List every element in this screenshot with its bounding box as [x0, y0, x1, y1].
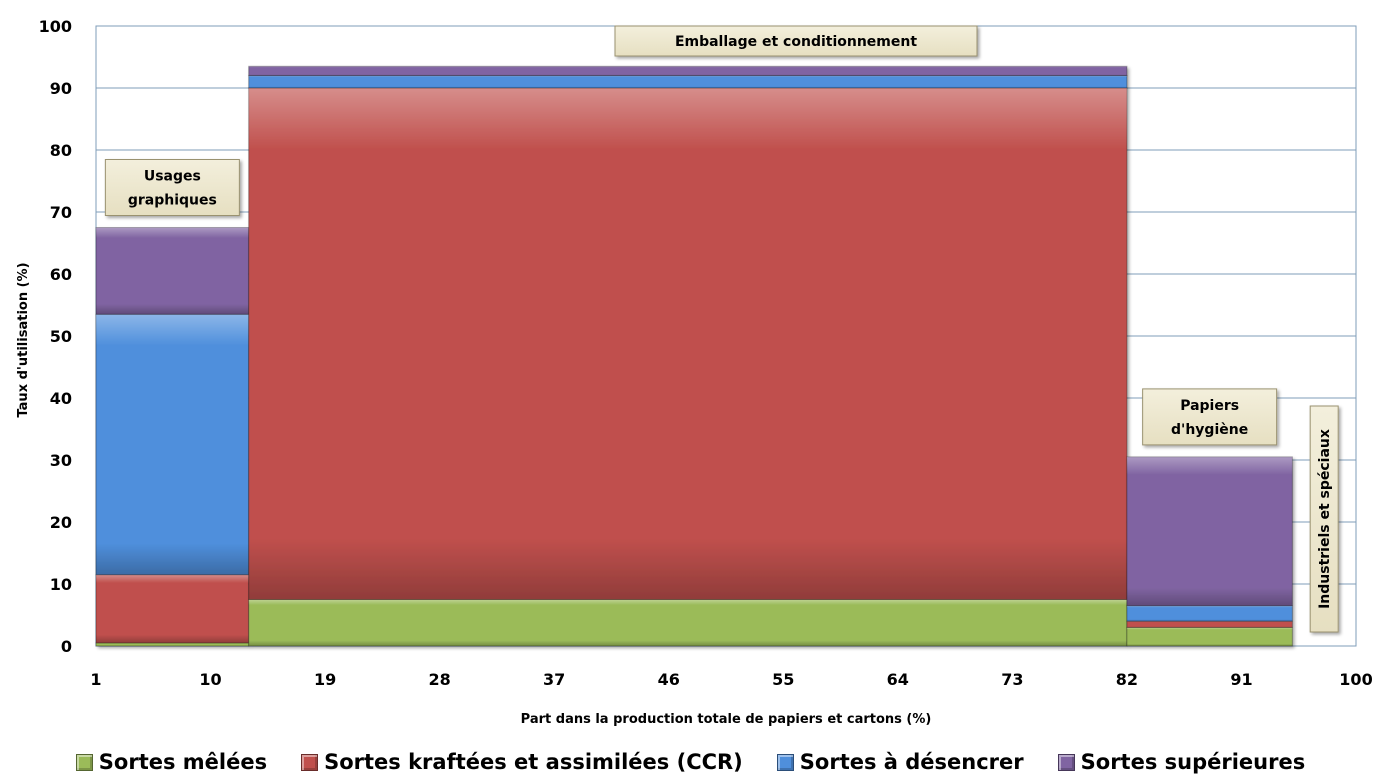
category-label-box [614, 25, 978, 57]
legend-label: Sortes supérieures [1080, 750, 1306, 774]
category-label-text: Usages graphiques [128, 169, 217, 209]
bar-segment-bevel [248, 66, 1127, 76]
legend-swatch [776, 753, 794, 771]
bar-column [1126, 456, 1293, 647]
legend-label: Sortes kraftées et assimilées (CCR) [324, 750, 743, 774]
y-tick-label: 50 [50, 327, 72, 346]
legend-swatch [301, 753, 319, 771]
legend-item: Sortes à désencrer [776, 750, 1024, 774]
bar-segment-bevel [248, 88, 1127, 600]
bars [95, 65, 1293, 647]
legend-item: Sortes mêlées [75, 750, 268, 774]
bar-segment-bevel [248, 599, 1127, 646]
x-tick-label: 37 [543, 670, 565, 689]
bar-segment-bevel [1126, 621, 1293, 628]
y-tick-label: 40 [50, 389, 72, 408]
y-tick-label: 0 [61, 637, 72, 656]
category-label-box [1309, 405, 1339, 633]
category-label-text: Papiers d'hygiène [1171, 398, 1248, 438]
category-label: Usages graphiques [104, 159, 240, 216]
bar-column [95, 227, 250, 647]
y-tick-label: 70 [50, 203, 72, 222]
y-tick-label: 20 [50, 513, 72, 532]
bar-column [248, 65, 1128, 647]
segment-labels: Usages graphiques Emballage et conditionne… [104, 25, 1339, 633]
x-tick-label: 10 [199, 670, 221, 689]
y-tick-label: 80 [50, 141, 72, 160]
category-label-box [104, 159, 240, 216]
x-tick-label: 46 [658, 670, 680, 689]
bar-segment-bevel [96, 314, 249, 575]
legend-swatch [1057, 753, 1075, 771]
x-tick-label: 19 [314, 670, 336, 689]
x-tick-label: 1 [90, 670, 101, 689]
y-tick-label: 30 [50, 451, 72, 470]
category-label: Emballage et conditionnement [614, 25, 978, 57]
x-axis-title: Part dans la production totale de papier… [521, 712, 932, 727]
bar-segment-bevel [96, 227, 249, 315]
legend-label: Sortes mêlées [98, 750, 268, 774]
legend: Sortes mêlées Sortes kraftées et assimilé… [0, 746, 1381, 778]
y-tick-label: 100 [39, 17, 72, 36]
y-axis-ticks: 0 10 20 30 40 50 60 70 80 90 100 [39, 17, 72, 656]
legend-item: Sortes supérieures [1057, 750, 1306, 774]
x-tick-label: 100 [1339, 670, 1372, 689]
y-tick-label: 90 [50, 79, 72, 98]
bar-segment-bevel [96, 642, 249, 646]
category-label: Industriels et spéciaux [1309, 405, 1339, 633]
bar-segment-bevel [248, 75, 1127, 88]
bar-segment-bevel [1126, 605, 1293, 622]
category-label: Papiers d'hygiène [1142, 388, 1278, 446]
x-tick-label: 28 [429, 670, 451, 689]
y-tick-label: 60 [50, 265, 72, 284]
bar-segment-bevel [1126, 627, 1293, 646]
y-axis-title: Taux d'utilisation (%) [16, 262, 31, 417]
bar-segment-bevel [96, 574, 249, 643]
x-tick-label: 64 [887, 670, 909, 689]
x-tick-label: 91 [1230, 670, 1252, 689]
category-label-box [1142, 388, 1278, 446]
category-label-text: Emballage et conditionnement [675, 34, 917, 50]
legend-label: Sortes à désencrer [799, 750, 1024, 774]
x-tick-label: 73 [1001, 670, 1023, 689]
bar-segment-bevel [1126, 456, 1293, 606]
legend-item: Sortes kraftées et assimilées (CCR) [301, 750, 743, 774]
x-tick-label: 55 [772, 670, 794, 689]
y-tick-label: 10 [50, 575, 72, 594]
legend-swatch [75, 753, 93, 771]
marimekko-chart: Usages graphiques Emballage et conditionne… [16, 17, 1373, 727]
x-tick-label: 82 [1116, 670, 1138, 689]
x-axis-ticks: 1 10 19 28 37 46 55 64 73 82 91 100 [90, 670, 1372, 689]
category-label-text: Industriels et spéciaux [1317, 429, 1333, 609]
